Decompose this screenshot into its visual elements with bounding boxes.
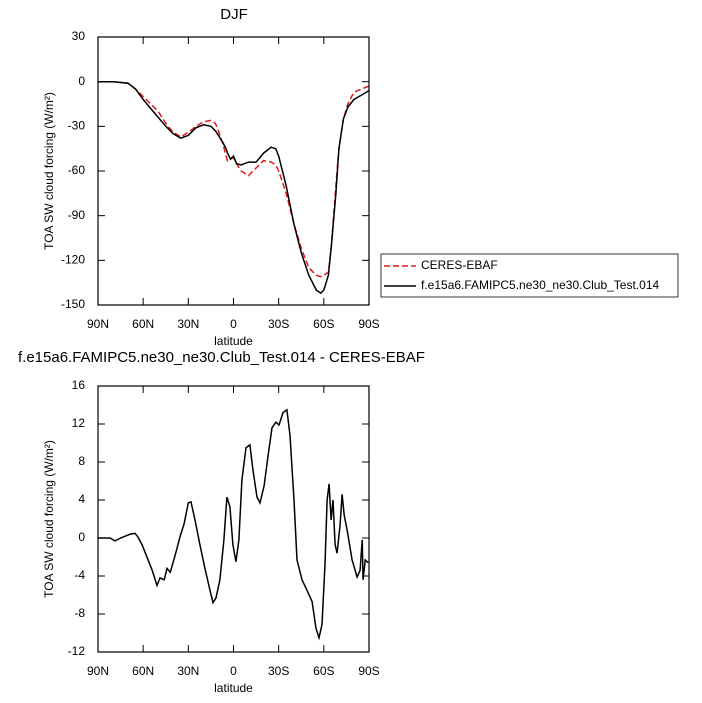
- x-tick-label: 90N: [87, 317, 109, 331]
- x-tick-label: 90S: [358, 664, 379, 678]
- y-tick-label: 12: [72, 416, 86, 430]
- y-tick-label: 8: [78, 454, 85, 468]
- x-tick-label: 90N: [87, 664, 109, 678]
- y-tick-label: 4: [78, 492, 85, 506]
- plot-frame: [97, 385, 370, 653]
- x-tick-label: 30S: [268, 664, 289, 678]
- data-line: [98, 80, 370, 295]
- y-tick-label: -8: [74, 606, 85, 620]
- y-tick-label: -4: [74, 568, 85, 582]
- x-tick-label: 60N: [132, 664, 154, 678]
- x-tick-label: 60N: [132, 317, 154, 331]
- x-axis-label: latitude: [214, 334, 253, 348]
- data-line: [98, 408, 369, 641]
- y-tick-label: -150: [61, 297, 85, 311]
- chart-title: DJF: [220, 6, 248, 23]
- y-tick-label: -30: [68, 119, 86, 133]
- y-tick-label: -12: [68, 644, 86, 658]
- legend-box: [380, 253, 679, 298]
- data-line: [98, 80, 370, 278]
- y-tick-label: -90: [68, 208, 86, 222]
- y-tick-label: 0: [78, 74, 85, 88]
- x-tick-label: 0: [230, 664, 237, 678]
- y-tick-label: 0: [78, 530, 85, 544]
- y-tick-label: -60: [68, 163, 86, 177]
- x-axis-label: latitude: [214, 681, 253, 695]
- legend-label: f.e15a6.FAMIPC5.ne30_ne30.Club_Test.014: [421, 278, 659, 292]
- x-tick-label: 30S: [268, 317, 289, 331]
- y-tick-label: 16: [72, 378, 86, 392]
- x-tick-label: 60S: [313, 317, 334, 331]
- legend-label: CERES-EBAF: [421, 258, 498, 272]
- y-axis-label: TOA SW cloud forcing (W/m²): [42, 440, 56, 598]
- y-axis-label: TOA SW cloud forcing (W/m²): [42, 92, 56, 250]
- x-tick-label: 90S: [358, 317, 379, 331]
- x-tick-label: 30N: [177, 664, 199, 678]
- chart-title: f.e15a6.FAMIPC5.ne30_ne30.Club_Test.014 …: [18, 349, 425, 366]
- x-tick-label: 60S: [313, 664, 334, 678]
- x-tick-label: 0: [230, 317, 237, 331]
- plot-frame: [97, 36, 370, 306]
- y-tick-label: 30: [72, 29, 86, 43]
- y-tick-label: -120: [61, 253, 85, 267]
- x-tick-label: 30N: [177, 317, 199, 331]
